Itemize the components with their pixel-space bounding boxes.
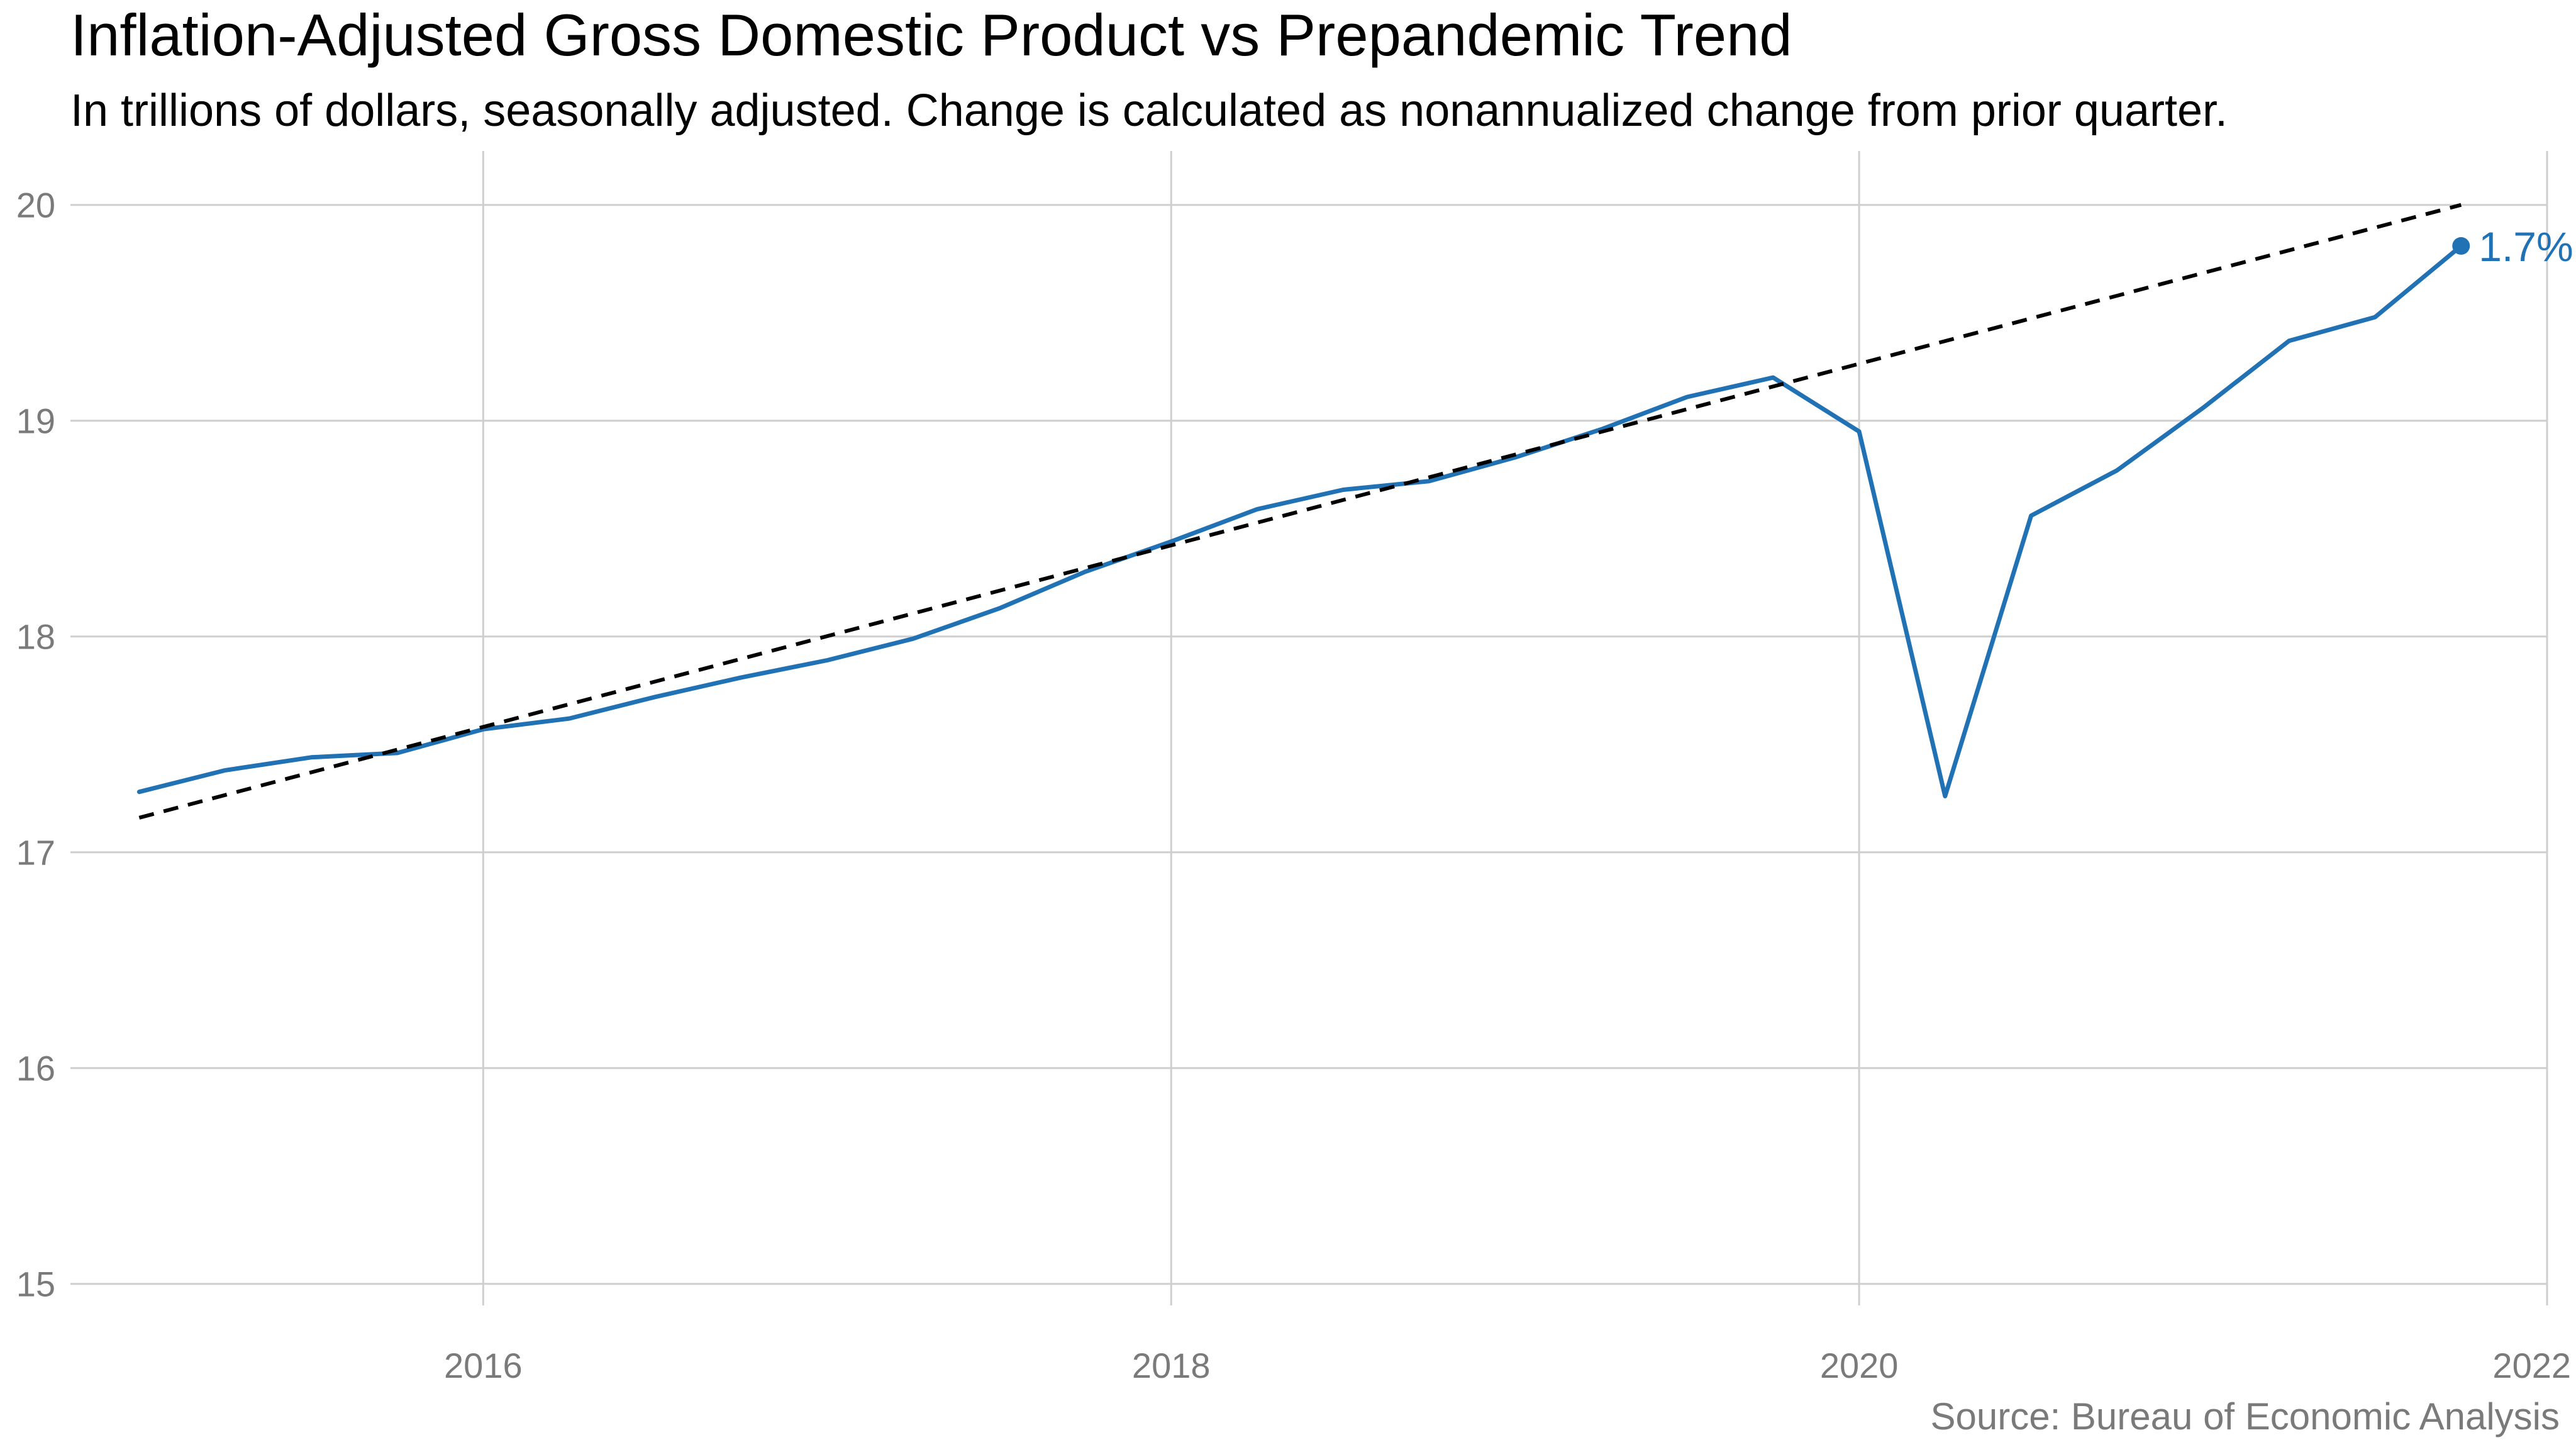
gridlines <box>70 151 2548 1305</box>
gdp-change-label: 1.7% <box>2479 223 2573 270</box>
x-tick-label: 2016 <box>444 1346 523 1385</box>
x-tick-label: 2018 <box>1132 1346 1211 1385</box>
ticks-layer: 15 16 17 18 19 20 2016 2018 2020 2022 <box>16 186 2571 1385</box>
chart-caption: Source: Bureau of Economic Analysis <box>1930 1395 2560 1438</box>
trend-series-line <box>138 203 2462 820</box>
series-layer: 1.7% <box>136 203 2573 820</box>
gdp-series-line <box>136 243 2463 798</box>
gdp-end-point <box>2452 237 2470 255</box>
x-tick-label: 2020 <box>1820 1346 1899 1385</box>
chart-title: Inflation-Adjusted Gross Domestic Produc… <box>70 2 1792 68</box>
y-tick-label: 17 <box>16 833 55 873</box>
y-tick-label: 16 <box>16 1049 55 1088</box>
y-tick-label: 18 <box>16 617 55 657</box>
x-tick-label: 2022 <box>2492 1346 2571 1385</box>
y-tick-label: 15 <box>16 1265 55 1304</box>
chart-subtitle: In trillions of dollars, seasonally adju… <box>70 86 2228 136</box>
y-tick-label: 19 <box>16 401 55 441</box>
y-tick-label: 20 <box>16 186 55 225</box>
